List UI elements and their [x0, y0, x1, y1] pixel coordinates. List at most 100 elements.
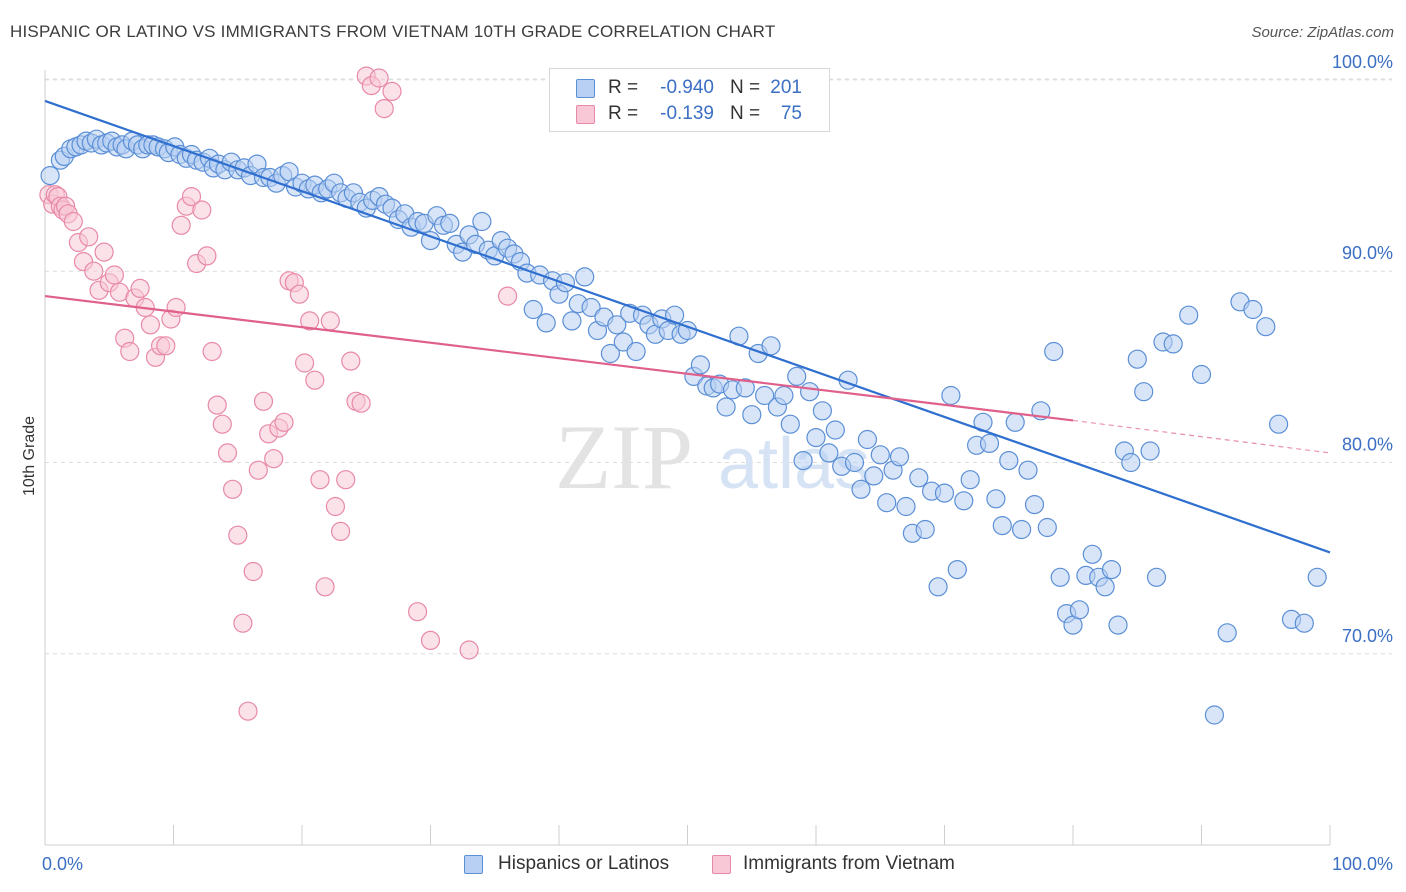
point-hispanic	[934, 483, 955, 503]
trendline-vietnam	[44, 294, 1074, 422]
point-vietnam	[140, 315, 160, 335]
point-hispanic	[613, 332, 633, 352]
point-hispanic	[472, 211, 492, 232]
r-value: -0.940	[660, 77, 714, 98]
point-vietnam	[202, 341, 222, 362]
point-vietnam	[315, 577, 335, 597]
point-vietnam	[120, 341, 140, 362]
point-vietnam	[238, 701, 258, 721]
point-hispanic	[536, 313, 556, 333]
legend-label: Hispanics or Latinos	[498, 853, 670, 874]
point-hispanic	[889, 447, 910, 467]
trend-lines	[44, 99, 1331, 554]
point-hispanic	[844, 452, 865, 473]
point-hispanic	[716, 397, 736, 417]
point-vietnam	[104, 265, 125, 285]
point-vietnam	[248, 460, 268, 480]
point-hispanic	[1217, 623, 1237, 643]
point-hispanic	[864, 466, 884, 486]
point-hispanic	[1101, 559, 1122, 580]
point-hispanic	[780, 414, 800, 434]
point-hispanic	[857, 429, 878, 450]
y-tick-label: 90.0%	[1342, 243, 1393, 263]
point-vietnam	[156, 336, 176, 356]
stats-legend-row-hispanic: R = -0.940 N = 201	[550, 75, 829, 101]
point-vietnam	[197, 246, 217, 266]
point-hispanic	[607, 315, 627, 335]
point-vietnam	[331, 521, 351, 542]
point-vietnam	[207, 395, 227, 415]
point-hispanic	[1037, 517, 1057, 538]
point-vietnam	[420, 630, 441, 651]
y-tick-label: 70.0%	[1342, 626, 1393, 646]
point-hispanic	[1044, 341, 1064, 362]
point-hispanic	[960, 470, 980, 490]
point-hispanic	[787, 366, 807, 386]
n-value: 75	[780, 103, 802, 124]
legend-label: Immigrants from Vietnam	[743, 853, 955, 874]
tick-labels: 70.0% 80.0% 90.0% 100.0% 0.0% 100.0%	[42, 52, 1393, 874]
point-hispanic	[1307, 567, 1327, 587]
x-tick-label-max: 100.0%	[1332, 854, 1393, 874]
point-vietnam	[233, 613, 253, 633]
point-vietnam	[305, 370, 325, 390]
point-hispanic	[992, 515, 1012, 536]
swatch-blue	[464, 855, 483, 874]
point-vietnam	[289, 284, 309, 304]
stats-legend-row-vietnam: R = -0.139 N = 75	[550, 101, 829, 127]
point-hispanic	[735, 378, 755, 398]
point-hispanic	[825, 420, 845, 440]
point-hispanic	[1268, 414, 1289, 434]
point-vietnam	[253, 391, 274, 411]
point-hispanic	[1179, 305, 1199, 325]
point-vietnam	[243, 561, 263, 582]
point-hispanic	[690, 355, 711, 375]
point-hispanic	[999, 451, 1019, 471]
point-hispanic	[1121, 452, 1141, 473]
point-vietnam	[228, 525, 248, 545]
point-vietnam	[217, 443, 238, 463]
point-vietnam	[192, 200, 212, 220]
point-vietnam	[181, 187, 202, 207]
chart-title: HISPANIC OR LATINO VS IMMIGRANTS FROM VI…	[10, 22, 776, 41]
point-hispanic	[581, 297, 601, 318]
point-vietnam	[295, 353, 315, 373]
point-vietnam	[212, 414, 232, 434]
point-vietnam	[84, 261, 104, 281]
n-label: N =	[730, 103, 761, 124]
point-vietnam	[459, 640, 479, 660]
point-vietnam	[79, 227, 99, 247]
point-hispanic	[774, 385, 794, 406]
n-label: N =	[730, 77, 761, 98]
point-hispanic	[600, 343, 621, 364]
point-vietnam	[264, 449, 284, 469]
point-hispanic	[1256, 317, 1276, 337]
point-vietnam	[325, 496, 345, 517]
point-vietnam	[374, 98, 394, 119]
point-hispanic	[761, 336, 781, 356]
point-hispanic	[947, 559, 967, 580]
point-vietnam	[130, 278, 150, 298]
point-vietnam	[223, 479, 243, 499]
point-vietnam	[369, 68, 389, 88]
trendline-hispanic	[44, 99, 1331, 554]
point-hispanic	[819, 443, 839, 463]
trendline-vietnam-extension	[1072, 419, 1331, 454]
point-hispanic	[742, 405, 762, 425]
source-label: Source: ZipAtlas.com	[1251, 24, 1394, 41]
stats-legend: R = -0.940 N = 201 R = -0.139 N = 75	[549, 68, 830, 132]
y-tick-label: 100.0%	[1332, 52, 1393, 72]
point-hispanic	[1243, 299, 1263, 320]
point-vietnam	[171, 215, 191, 235]
point-vietnam	[382, 81, 402, 102]
y-axis-label: 10th Grade	[21, 416, 38, 496]
point-vietnam	[498, 286, 518, 306]
point-hispanic	[928, 577, 948, 597]
point-hispanic	[806, 428, 826, 448]
point-hispanic	[1163, 334, 1183, 354]
point-hispanic	[575, 267, 595, 287]
point-hispanic	[1140, 441, 1160, 461]
series-hispanic-points	[40, 129, 1327, 725]
r-value: -0.139	[660, 103, 714, 124]
r-label: R =	[608, 77, 639, 98]
